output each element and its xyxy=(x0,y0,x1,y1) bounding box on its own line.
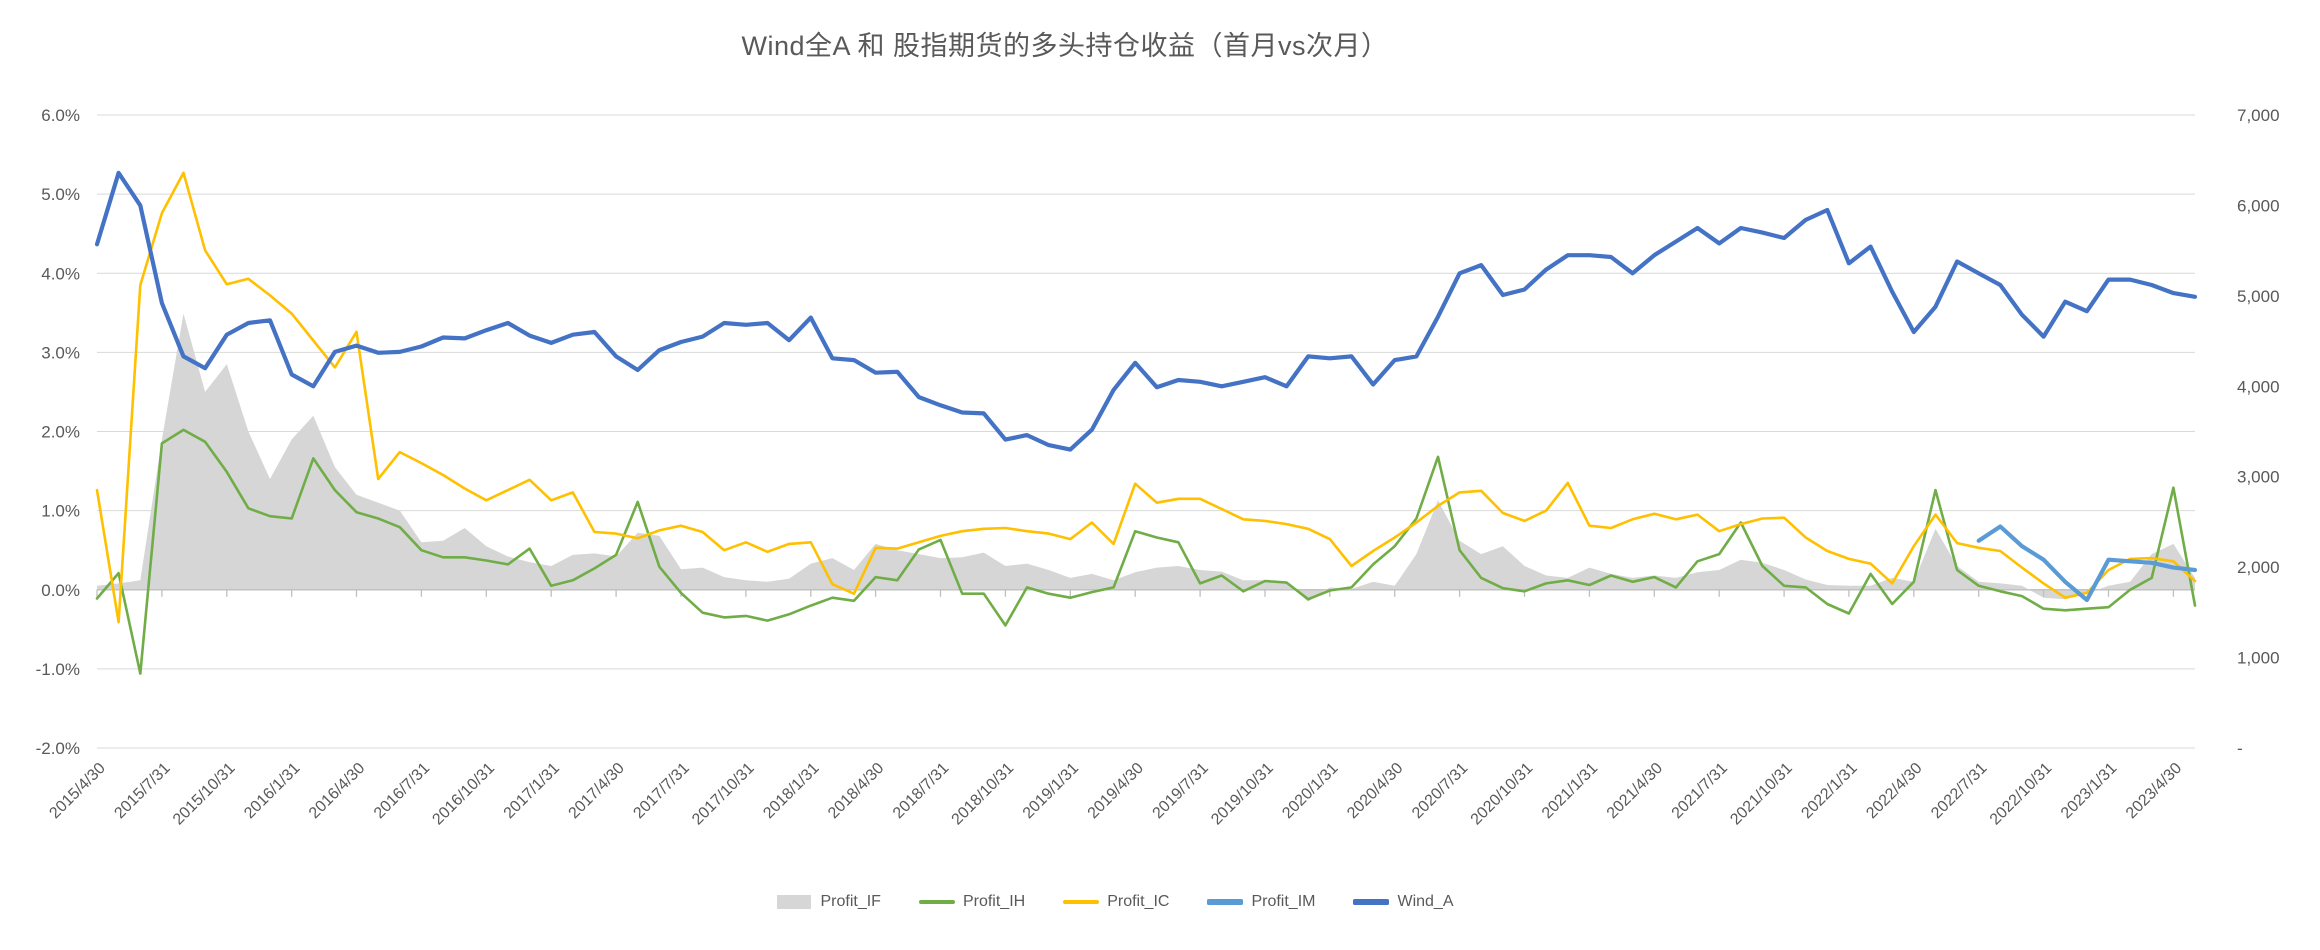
wind-a-swatch-icon xyxy=(1353,899,1390,905)
wind-a-line xyxy=(94,170,2198,452)
legend-item-profit-if: Profit_IF xyxy=(776,893,881,911)
x-tick-label: 2019/4/30 xyxy=(1085,760,1147,822)
y-axis-label-left: -1.0% xyxy=(36,660,80,679)
y-axis-label-left: 1.0% xyxy=(41,502,80,521)
legend-label: Profit_IC xyxy=(1107,893,1170,910)
x-tick-label: 2015/7/31 xyxy=(111,760,173,822)
y-axis-label-left: 4.0% xyxy=(41,264,80,283)
legend-label: Profit_IM xyxy=(1251,893,1316,910)
x-tick-label: 2017/1/31 xyxy=(501,760,563,822)
x-tick-label: 2021/7/31 xyxy=(1669,760,1731,822)
x-tick-label: 2019/10/31 xyxy=(1208,760,1277,829)
x-tick-label: 2023/1/31 xyxy=(2058,760,2120,822)
legend-item-profit-ih: Profit_IH xyxy=(918,893,1026,911)
x-tick-label: 2018/1/31 xyxy=(760,760,822,822)
x-tick-label: 2023/4/30 xyxy=(2123,760,2185,822)
y-axis-label-right: 7,000 xyxy=(2237,106,2280,125)
legend-item-profit-im: Profit_IM xyxy=(1207,893,1315,911)
chart-title: Wind全A 和 股指期货的多头持仓收益（首月vs次月） xyxy=(741,31,1389,61)
profit-im-swatch-icon xyxy=(1207,899,1244,905)
y-axis-label-right: 1,000 xyxy=(2237,649,2280,668)
profit-ih-line xyxy=(95,428,2197,675)
legend-item-profit-ic: Profit_IC xyxy=(1063,893,1169,911)
y-axis-label-left: 2.0% xyxy=(41,423,80,442)
x-tick-label: 2018/10/31 xyxy=(949,760,1018,829)
profit-if-swatch-icon xyxy=(777,895,812,909)
legend-label: Wind_A xyxy=(1397,893,1454,910)
x-tick-label: 2015/10/31 xyxy=(170,760,239,829)
legend-label: Profit_IF xyxy=(820,893,881,910)
x-tick-label: 2018/7/31 xyxy=(890,760,952,822)
x-tick-label: 2017/7/31 xyxy=(630,760,692,822)
x-tick-label: 2018/4/30 xyxy=(825,760,887,822)
y-axis-label-left: 6.0% xyxy=(41,106,80,125)
x-tick-label: 2017/4/30 xyxy=(566,760,628,822)
y-axis-label-right: 2,000 xyxy=(2237,558,2280,577)
x-tick-label: 2020/4/30 xyxy=(1344,760,1406,822)
x-tick-label: 2020/7/31 xyxy=(1409,760,1471,822)
x-tick-label: 2016/10/31 xyxy=(429,760,498,829)
y-axis-label-right: 6,000 xyxy=(2237,196,2280,215)
y-axis-label-right: 5,000 xyxy=(2237,287,2280,306)
profit-if-area xyxy=(97,313,2195,602)
y-axis-label-left: 5.0% xyxy=(41,185,80,204)
y-axis-label-right: - xyxy=(2237,739,2243,758)
profit-ic-line xyxy=(95,171,2197,624)
x-tick-label: 2022/1/31 xyxy=(1798,760,1860,822)
x-tick-label: 2020/1/31 xyxy=(1279,760,1341,822)
x-tick-label: 2016/1/31 xyxy=(241,760,303,822)
legend-label: Profit_IH xyxy=(962,893,1026,910)
x-tick-label: 2016/4/30 xyxy=(306,760,368,822)
x-tick-label: 2015/4/30 xyxy=(46,760,108,822)
profit-ic-swatch-icon xyxy=(1063,900,1100,904)
x-tick-label: 2019/7/31 xyxy=(1150,760,1212,822)
y-axis-label-right: 3,000 xyxy=(2237,468,2280,487)
x-tick-label: 2020/10/31 xyxy=(1468,760,1537,829)
x-tick-label: 2019/1/31 xyxy=(1020,760,1082,822)
y-axis-label-left: 3.0% xyxy=(41,343,80,362)
x-tick-label: 2017/10/31 xyxy=(689,760,758,829)
y-axis-label-right: 4,000 xyxy=(2237,377,2280,396)
profit-ih-swatch-icon xyxy=(918,900,955,904)
x-tick-label: 2022/10/31 xyxy=(1987,760,2056,829)
x-tick-label: 2016/7/31 xyxy=(371,760,433,822)
x-tick-label: 2021/10/31 xyxy=(1727,760,1796,829)
legend: Profit_IF Profit_IH Profit_IC Profit_IM Wind… xyxy=(0,893,2230,911)
y-axis-label-left: 0.0% xyxy=(41,581,80,600)
y-axis-label-left: -2.0% xyxy=(36,739,80,758)
x-tick-label: 2021/1/31 xyxy=(1539,760,1601,822)
legend-item-wind-a: Wind_A xyxy=(1353,893,1454,911)
profit-im-line xyxy=(1976,524,2198,603)
x-tick-label: 2021/4/30 xyxy=(1604,760,1666,822)
x-tick-label: 2022/4/30 xyxy=(1863,760,1925,822)
x-tick-label: 2022/7/31 xyxy=(1928,760,1990,822)
